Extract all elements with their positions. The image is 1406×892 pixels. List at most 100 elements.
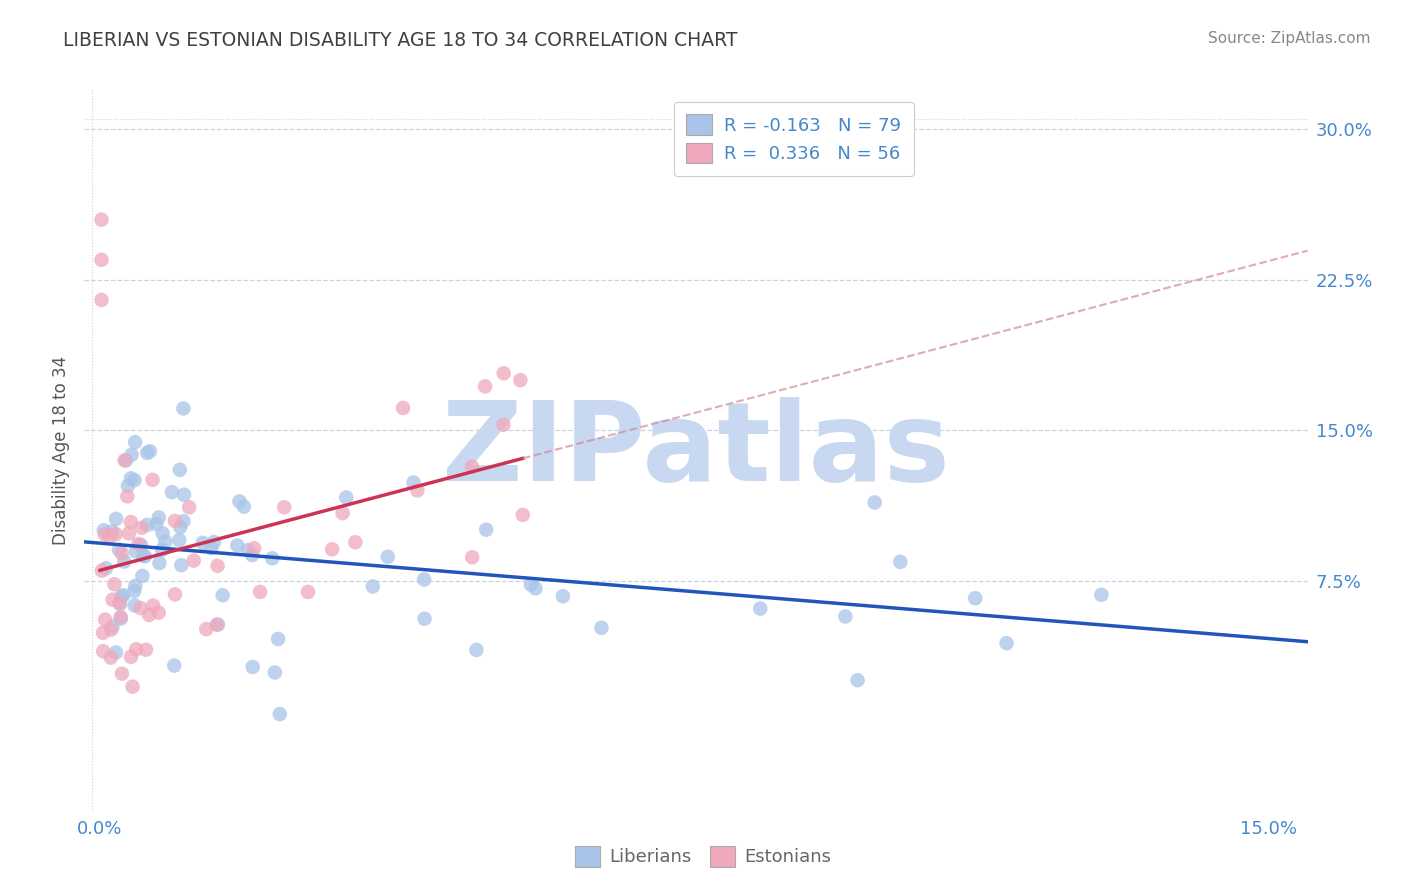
Point: [150, 542, 173, 557]
Y-axis label: Disability Age 18 to 34: Disability Age 18 to 34: [52, 356, 70, 545]
Point: [465, 643, 488, 657]
Point: [172, 514, 194, 528]
Point: [492, 417, 515, 432]
Point: [136, 517, 159, 532]
Point: [240, 548, 263, 562]
Point: [122, 584, 145, 599]
Point: [889, 555, 911, 569]
Point: [200, 541, 222, 556]
Point: [148, 510, 170, 524]
Point: [475, 523, 498, 537]
Point: [121, 448, 143, 462]
Point: [163, 587, 186, 601]
Point: [101, 619, 124, 633]
Point: [131, 569, 153, 583]
Point: [834, 609, 856, 624]
Point: [243, 541, 266, 556]
Point: [136, 446, 159, 460]
Point: [100, 650, 122, 665]
Point: [155, 534, 177, 549]
Point: [101, 524, 124, 539]
Point: [332, 506, 354, 520]
Point: [965, 591, 987, 606]
Point: [90, 293, 112, 307]
Point: [93, 524, 115, 538]
Point: [179, 500, 201, 515]
Point: [148, 556, 170, 570]
Point: [551, 589, 574, 603]
Point: [90, 212, 112, 227]
Point: [492, 367, 515, 381]
Point: [509, 373, 531, 387]
Point: [377, 549, 399, 564]
Point: [90, 564, 112, 578]
Point: [128, 537, 150, 551]
Point: [131, 521, 153, 535]
Point: [205, 617, 228, 632]
Point: [125, 642, 148, 657]
Point: [120, 649, 142, 664]
Point: [108, 596, 131, 610]
Point: [152, 526, 174, 541]
Point: [273, 500, 295, 515]
Point: [461, 459, 484, 474]
Point: [117, 479, 139, 493]
Text: LIBERIAN VS ESTONIAN DISABILITY AGE 18 TO 34 CORRELATION CHART: LIBERIAN VS ESTONIAN DISABILITY AGE 18 T…: [63, 31, 738, 50]
Point: [195, 622, 218, 636]
Point: [749, 601, 772, 615]
Point: [104, 527, 127, 541]
Point: [170, 558, 193, 573]
Point: [524, 582, 547, 596]
Point: [100, 623, 122, 637]
Point: [249, 585, 271, 599]
Point: [269, 707, 291, 722]
Point: [94, 561, 117, 575]
Point: [134, 549, 156, 564]
Point: [474, 379, 496, 393]
Point: [863, 495, 886, 509]
Point: [321, 542, 343, 557]
Point: [228, 494, 250, 508]
Point: [232, 500, 254, 514]
Point: [402, 475, 425, 490]
Point: [846, 673, 869, 688]
Point: [183, 553, 205, 567]
Point: [207, 558, 229, 573]
Point: [124, 435, 146, 450]
Point: [124, 473, 146, 487]
Point: [125, 544, 148, 558]
Point: [129, 538, 152, 552]
Point: [163, 658, 186, 673]
Point: [264, 665, 287, 680]
Point: [141, 473, 163, 487]
Point: [101, 592, 124, 607]
Point: [93, 527, 115, 541]
Point: [108, 597, 131, 611]
Point: [148, 606, 170, 620]
Point: [520, 577, 543, 591]
Text: Source: ZipAtlas.com: Source: ZipAtlas.com: [1208, 31, 1371, 46]
Point: [139, 444, 162, 458]
Point: [297, 585, 319, 599]
Point: [120, 515, 142, 529]
Point: [591, 621, 613, 635]
Point: [163, 514, 186, 528]
Point: [120, 471, 142, 485]
Point: [267, 632, 290, 646]
Point: [406, 483, 429, 498]
Point: [105, 512, 128, 526]
Legend: R = -0.163   N = 79, R =  0.336   N = 56: R = -0.163 N = 79, R = 0.336 N = 56: [673, 102, 914, 176]
Point: [262, 551, 284, 566]
Point: [121, 680, 143, 694]
Point: [91, 625, 114, 640]
Point: [172, 401, 194, 416]
Point: [112, 588, 135, 602]
Point: [207, 617, 229, 632]
Point: [91, 644, 114, 658]
Point: [226, 538, 249, 552]
Point: [124, 579, 146, 593]
Point: [94, 613, 117, 627]
Point: [392, 401, 415, 415]
Point: [173, 488, 195, 502]
Legend: Liberians, Estonians: Liberians, Estonians: [567, 837, 839, 876]
